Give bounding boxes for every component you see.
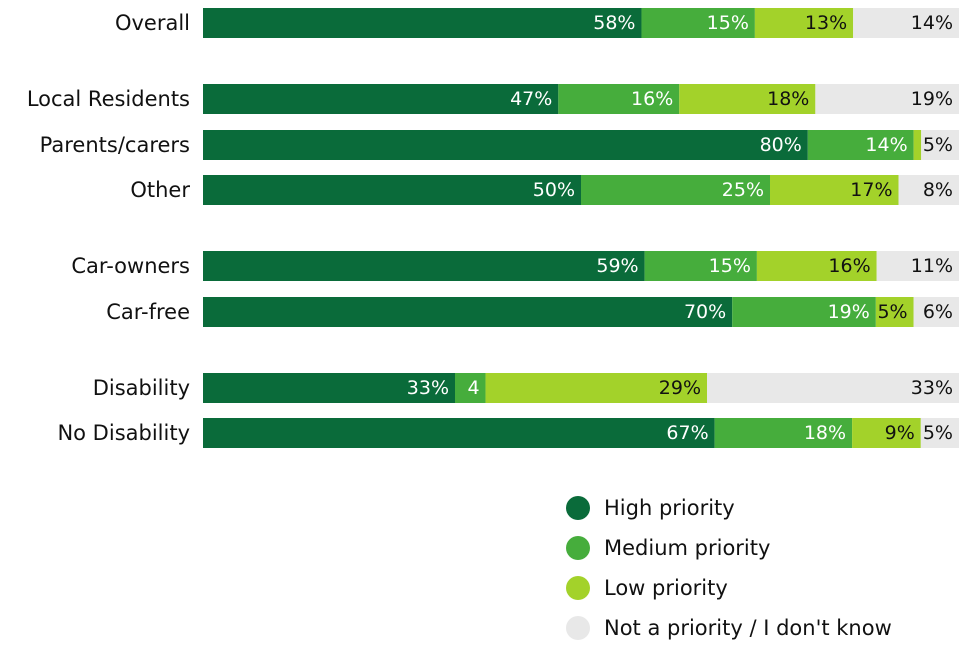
- data-label-high-priority-overall: 58%: [593, 12, 635, 34]
- legend-item-low-priority: Low priority: [566, 568, 892, 608]
- legend-item-high-priority: High priority: [566, 488, 892, 528]
- data-label-high-priority-car-free: 70%: [684, 301, 726, 323]
- legend-swatch-medium-priority: [566, 536, 590, 560]
- legend-swatch-high-priority: [566, 496, 590, 520]
- bar-segment-high-priority-car-owners: [203, 251, 645, 281]
- category-label-car-free: Car-free: [106, 300, 190, 324]
- bar-segment-medium-priority-no-disability: [714, 418, 853, 448]
- category-label-other: Other: [130, 178, 190, 202]
- legend-label-low-priority: Low priority: [604, 576, 728, 600]
- bar-segment-medium-priority-car-owners: [644, 251, 757, 281]
- data-label-medium-priority-car-owners: 15%: [709, 255, 751, 277]
- legend-label-high-priority: High priority: [604, 496, 735, 520]
- bar-segment-high-priority-local-residents: [203, 84, 559, 114]
- stacked-bar-chart: Overall 58% 15% 13% 14% Local Residents 47% 16%…: [27, 8, 959, 448]
- legend-item-medium-priority: Medium priority: [566, 528, 892, 568]
- bar-segment-not-a-priority-i-don-t-know-disability: [707, 373, 959, 403]
- bar-segment-medium-priority-overall: [641, 8, 755, 38]
- bar-segment-low-priority-overall: [754, 8, 854, 38]
- bar-segment-high-priority-overall: [203, 8, 642, 38]
- data-label-low-priority-local-residents: 18%: [767, 88, 809, 110]
- data-label-high-priority-parents-carers: 80%: [760, 134, 802, 156]
- category-label-no-disability: No Disability: [57, 421, 190, 445]
- data-label-not-a-priority-i-don-t-know-no-disability: 5%: [923, 422, 953, 444]
- data-label-not-a-priority-i-don-t-know-car-owners: 11%: [911, 255, 953, 277]
- legend-label-not-a-priority-i-don-t-know: Not a priority / I don't know: [604, 616, 892, 640]
- data-label-medium-priority-local-residents: 16%: [631, 88, 673, 110]
- data-label-high-priority-other: 50%: [533, 179, 575, 201]
- data-label-not-a-priority-i-don-t-know-other: 8%: [923, 179, 953, 201]
- category-label-local-residents: Local Residents: [27, 87, 190, 111]
- data-label-not-a-priority-i-don-t-know-local-residents: 19%: [911, 88, 953, 110]
- bar-segment-medium-priority-car-free: [732, 297, 876, 327]
- data-label-high-priority-disability: 33%: [407, 377, 449, 399]
- bar-segment-high-priority-parents-carers: [203, 130, 808, 160]
- bar-segment-low-priority-car-free: [875, 297, 914, 327]
- legend-item-not-a-priority-i-don-t-know: Not a priority / I don't know: [566, 608, 892, 648]
- bar-segment-high-priority-no-disability: [203, 418, 715, 448]
- data-label-medium-priority-disability: 4: [467, 377, 479, 399]
- data-label-not-a-priority-i-don-t-know-overall: 14%: [911, 12, 953, 34]
- category-label-parents-carers: Parents/carers: [40, 133, 190, 157]
- data-label-not-a-priority-i-don-t-know-parents-carers: 5%: [923, 134, 953, 156]
- data-label-high-priority-local-residents: 47%: [510, 88, 552, 110]
- bar-segment-low-priority-disability: [485, 373, 707, 403]
- data-label-medium-priority-other: 25%: [722, 179, 764, 201]
- bar-segment-high-priority-disability: [203, 373, 455, 403]
- data-label-medium-priority-no-disability: 18%: [804, 422, 846, 444]
- legend-label-medium-priority: Medium priority: [604, 536, 771, 560]
- data-label-medium-priority-parents-carers: 14%: [865, 134, 907, 156]
- bar-segment-low-priority-no-disability: [852, 418, 921, 448]
- bar-segment-not-a-priority-i-don-t-know-no-disability: [920, 418, 959, 448]
- data-label-low-priority-disability: 29%: [659, 377, 701, 399]
- data-label-low-priority-no-disability: 9%: [885, 422, 915, 444]
- bar-segment-medium-priority-other: [581, 175, 770, 205]
- category-label-overall: Overall: [115, 11, 190, 35]
- bar-segment-not-a-priority-i-don-t-know-other: [898, 175, 959, 205]
- bar-segment-low-priority-car-owners: [756, 251, 877, 281]
- data-label-high-priority-car-owners: 59%: [596, 255, 638, 277]
- bar-segment-not-a-priority-i-don-t-know-car-owners: [876, 251, 959, 281]
- category-label-car-owners: Car-owners: [71, 254, 190, 278]
- bar-segment-not-a-priority-i-don-t-know-parents-carers: [921, 130, 959, 160]
- bar-segment-low-priority-local-residents: [679, 84, 816, 114]
- bar-segment-medium-priority-local-residents: [558, 84, 680, 114]
- bar-segment-high-priority-car-free: [203, 297, 733, 327]
- data-label-low-priority-overall: 13%: [805, 12, 847, 34]
- data-label-medium-priority-overall: 15%: [707, 12, 749, 34]
- category-label-disability: Disability: [93, 376, 190, 400]
- chart-legend: High priority Medium priority Low priority…: [566, 488, 892, 648]
- data-label-low-priority-other: 17%: [850, 179, 892, 201]
- legend-swatch-not-a-priority-i-don-t-know: [566, 616, 590, 640]
- bar-segment-not-a-priority-i-don-t-know-car-free: [913, 297, 959, 327]
- data-label-low-priority-car-owners: 16%: [828, 255, 870, 277]
- bar-segment-medium-priority-parents-carers: [807, 130, 914, 160]
- data-label-high-priority-no-disability: 67%: [666, 422, 708, 444]
- data-label-low-priority-car-free: 5%: [877, 301, 907, 323]
- bar-segment-high-priority-other: [203, 175, 581, 205]
- bar-segment-low-priority-other: [770, 175, 899, 205]
- data-label-medium-priority-car-free: 19%: [828, 301, 870, 323]
- bar-segment-low-priority-parents-carers: [913, 130, 922, 160]
- bar-segment-not-a-priority-i-don-t-know-local-residents: [815, 84, 959, 114]
- legend-swatch-low-priority: [566, 576, 590, 600]
- bar-segment-medium-priority-disability: [455, 373, 486, 403]
- data-label-not-a-priority-i-don-t-know-car-free: 6%: [923, 301, 953, 323]
- data-label-not-a-priority-i-don-t-know-disability: 33%: [911, 377, 953, 399]
- bar-segment-not-a-priority-i-don-t-know-overall: [853, 8, 959, 38]
